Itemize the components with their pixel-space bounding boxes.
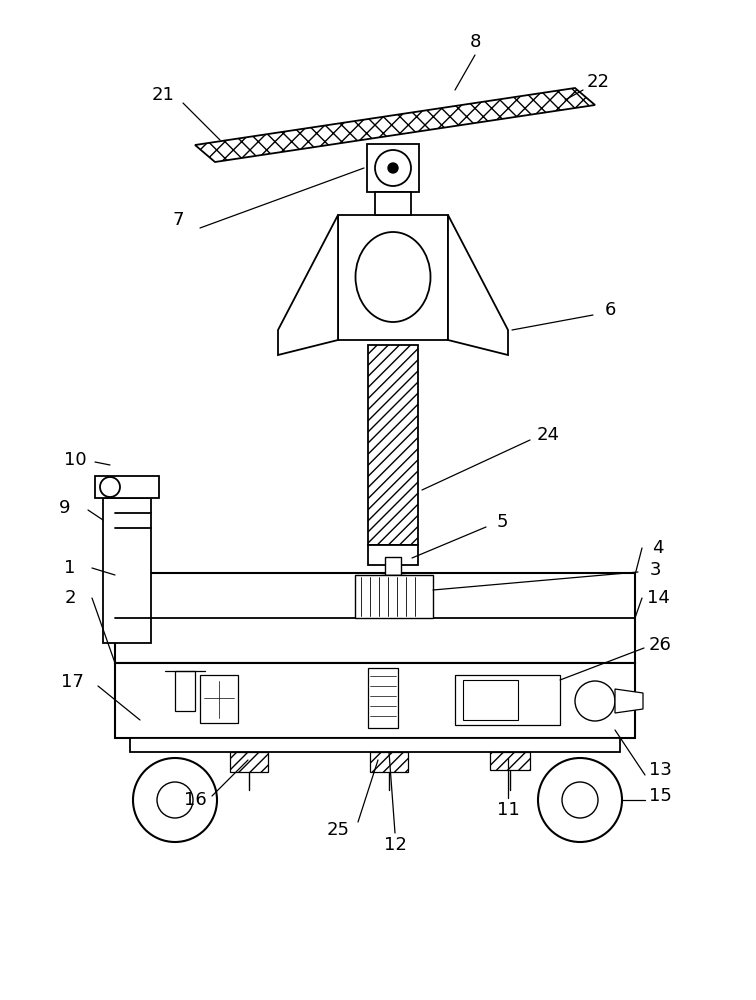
Text: 13: 13 [649, 761, 671, 779]
Text: 3: 3 [649, 561, 661, 579]
Bar [115, 663, 635, 738]
Text: 5: 5 [496, 513, 508, 531]
Bar [230, 752, 268, 772]
Text: 7: 7 [172, 211, 184, 229]
Bar [175, 671, 195, 711]
Text: 15: 15 [649, 787, 671, 805]
Text: 26: 26 [649, 636, 671, 654]
Circle shape [100, 477, 120, 497]
Text: 17: 17 [60, 673, 83, 691]
Text: 24: 24 [537, 426, 559, 444]
Text: 22: 22 [587, 73, 609, 91]
Text: 11: 11 [497, 801, 519, 819]
Bar [338, 215, 448, 340]
Text: 21: 21 [151, 86, 175, 104]
Polygon shape [278, 215, 338, 355]
Text: 25: 25 [327, 821, 349, 839]
Text: 12: 12 [383, 836, 407, 854]
Bar [370, 752, 408, 772]
Bar [455, 675, 560, 725]
Bar [368, 345, 418, 545]
Circle shape [157, 782, 193, 818]
Text: 4: 4 [652, 539, 664, 557]
Text: 1: 1 [64, 559, 76, 577]
Circle shape [388, 163, 398, 173]
Bar [368, 545, 418, 565]
Text: 10: 10 [64, 451, 86, 469]
Bar [130, 738, 620, 752]
Bar [115, 573, 635, 663]
Bar [367, 144, 419, 192]
Text: 8: 8 [469, 33, 481, 51]
Polygon shape [195, 88, 595, 162]
Text: 9: 9 [59, 499, 71, 517]
Bar [375, 192, 411, 215]
Circle shape [562, 782, 598, 818]
Bar [385, 557, 401, 575]
Circle shape [375, 150, 411, 186]
Circle shape [575, 681, 615, 721]
Polygon shape [448, 215, 508, 355]
Ellipse shape [355, 232, 430, 322]
Circle shape [133, 758, 217, 842]
Bar [368, 668, 398, 728]
Bar [490, 752, 530, 770]
Text: 16: 16 [184, 791, 206, 809]
Text: 14: 14 [646, 589, 669, 607]
Polygon shape [615, 689, 643, 713]
Bar [463, 680, 518, 720]
Bar [103, 498, 151, 643]
Text: 6: 6 [604, 301, 615, 319]
Circle shape [538, 758, 622, 842]
Bar [381, 575, 405, 583]
Bar [95, 476, 159, 498]
Bar [355, 575, 433, 618]
Bar [200, 675, 238, 723]
Text: 2: 2 [64, 589, 76, 607]
